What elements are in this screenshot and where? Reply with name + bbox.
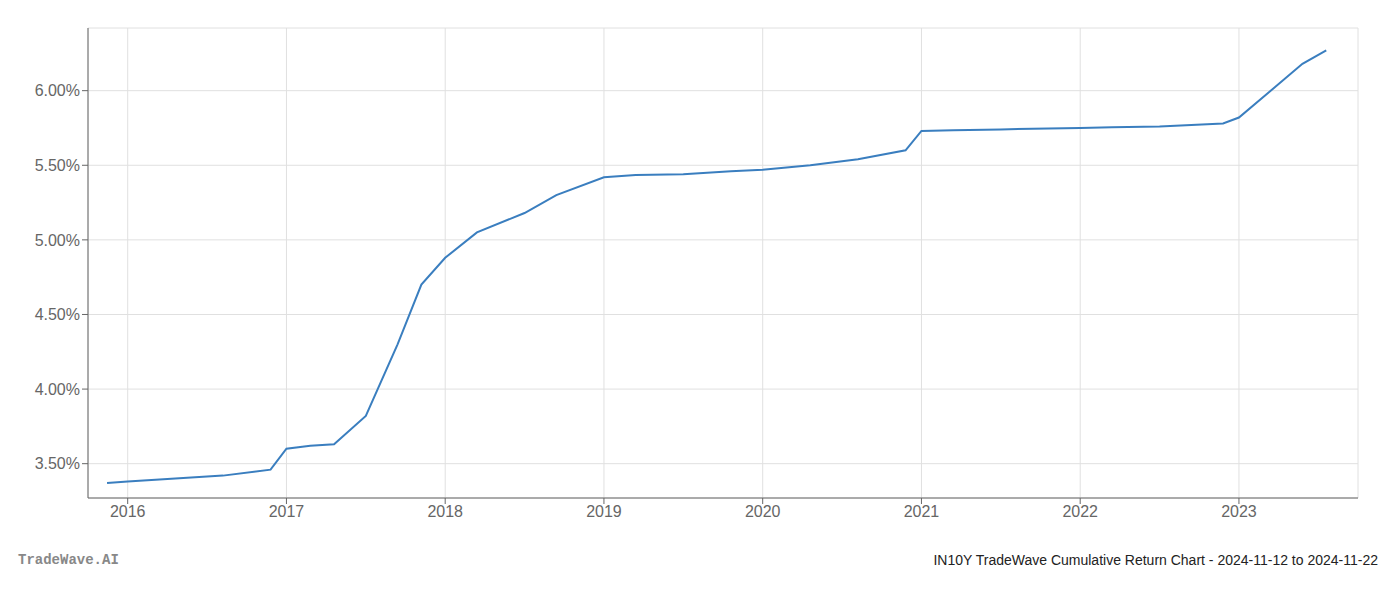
svg-text:5.50%: 5.50% <box>35 157 80 174</box>
svg-text:2018: 2018 <box>427 503 463 520</box>
svg-text:3.50%: 3.50% <box>35 455 80 472</box>
html-text:IN10Y TradeWave Cumulative Ret: IN10Y TradeWave Cumulative Return Chart … <box>933 552 1378 568</box>
svg-text:2021: 2021 <box>904 503 940 520</box>
svg-text:2020: 2020 <box>745 503 781 520</box>
svg-text:4.00%: 4.00% <box>35 381 80 398</box>
html-text:TradeWave.AI: TradeWave.AI <box>18 552 119 568</box>
svg-text:2022: 2022 <box>1062 503 1098 520</box>
svg-text:2023: 2023 <box>1221 503 1257 520</box>
svg-text:5.00%: 5.00% <box>35 232 80 249</box>
svg-text:2016: 2016 <box>110 503 146 520</box>
svg-text:4.50%: 4.50% <box>35 306 80 323</box>
svg-text:6.00%: 6.00% <box>35 82 80 99</box>
svg-text:2017: 2017 <box>269 503 305 520</box>
svg-text:2019: 2019 <box>586 503 622 520</box>
